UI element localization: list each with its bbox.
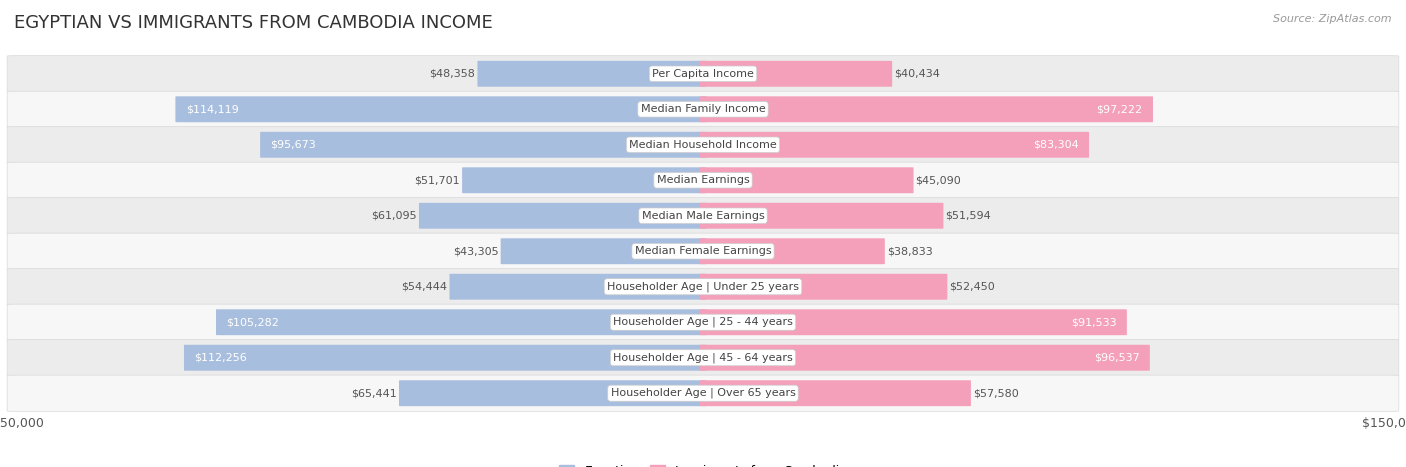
Text: $112,256: $112,256 [194, 353, 247, 363]
FancyBboxPatch shape [463, 167, 706, 193]
Text: Per Capita Income: Per Capita Income [652, 69, 754, 79]
FancyBboxPatch shape [700, 345, 1150, 371]
FancyBboxPatch shape [7, 127, 1399, 163]
FancyBboxPatch shape [7, 91, 1399, 127]
FancyBboxPatch shape [700, 61, 893, 87]
Text: $48,358: $48,358 [429, 69, 475, 79]
Text: $114,119: $114,119 [186, 104, 239, 114]
Text: $83,304: $83,304 [1033, 140, 1078, 150]
Text: $105,282: $105,282 [226, 317, 280, 327]
Text: $57,580: $57,580 [973, 388, 1019, 398]
FancyBboxPatch shape [700, 238, 884, 264]
Text: Median Earnings: Median Earnings [657, 175, 749, 185]
Text: Householder Age | 25 - 44 years: Householder Age | 25 - 44 years [613, 317, 793, 327]
FancyBboxPatch shape [478, 61, 706, 87]
FancyBboxPatch shape [217, 309, 706, 335]
Text: Householder Age | 45 - 64 years: Householder Age | 45 - 64 years [613, 353, 793, 363]
Text: Householder Age | Over 65 years: Householder Age | Over 65 years [610, 388, 796, 398]
Text: $61,095: $61,095 [371, 211, 418, 221]
Legend: Egyptian, Immigrants from Cambodia: Egyptian, Immigrants from Cambodia [554, 460, 852, 467]
FancyBboxPatch shape [7, 198, 1399, 234]
FancyBboxPatch shape [501, 238, 706, 264]
Text: Householder Age | Under 25 years: Householder Age | Under 25 years [607, 282, 799, 292]
Text: $43,305: $43,305 [453, 246, 499, 256]
Text: $45,090: $45,090 [915, 175, 962, 185]
FancyBboxPatch shape [7, 269, 1399, 305]
FancyBboxPatch shape [700, 96, 1153, 122]
Text: $54,444: $54,444 [402, 282, 447, 292]
Text: Median Female Earnings: Median Female Earnings [634, 246, 772, 256]
Text: $65,441: $65,441 [352, 388, 396, 398]
Text: $38,833: $38,833 [887, 246, 932, 256]
Text: Median Household Income: Median Household Income [628, 140, 778, 150]
Text: $51,594: $51,594 [945, 211, 991, 221]
FancyBboxPatch shape [7, 375, 1399, 411]
FancyBboxPatch shape [176, 96, 706, 122]
FancyBboxPatch shape [700, 132, 1090, 158]
Text: $91,533: $91,533 [1071, 317, 1116, 327]
Text: Source: ZipAtlas.com: Source: ZipAtlas.com [1274, 14, 1392, 24]
FancyBboxPatch shape [700, 309, 1126, 335]
Text: $52,450: $52,450 [949, 282, 995, 292]
FancyBboxPatch shape [700, 380, 972, 406]
Text: $97,222: $97,222 [1097, 104, 1143, 114]
FancyBboxPatch shape [260, 132, 706, 158]
Text: EGYPTIAN VS IMMIGRANTS FROM CAMBODIA INCOME: EGYPTIAN VS IMMIGRANTS FROM CAMBODIA INC… [14, 14, 494, 32]
FancyBboxPatch shape [700, 167, 914, 193]
FancyBboxPatch shape [7, 162, 1399, 198]
FancyBboxPatch shape [700, 203, 943, 229]
FancyBboxPatch shape [399, 380, 706, 406]
Text: Median Male Earnings: Median Male Earnings [641, 211, 765, 221]
FancyBboxPatch shape [7, 233, 1399, 269]
FancyBboxPatch shape [7, 340, 1399, 376]
Text: Median Family Income: Median Family Income [641, 104, 765, 114]
FancyBboxPatch shape [450, 274, 706, 300]
Text: $96,537: $96,537 [1094, 353, 1139, 363]
FancyBboxPatch shape [184, 345, 706, 371]
FancyBboxPatch shape [700, 274, 948, 300]
Text: $40,434: $40,434 [894, 69, 941, 79]
FancyBboxPatch shape [7, 56, 1399, 92]
Text: $51,701: $51,701 [415, 175, 460, 185]
FancyBboxPatch shape [419, 203, 706, 229]
Text: $95,673: $95,673 [270, 140, 316, 150]
FancyBboxPatch shape [7, 304, 1399, 340]
